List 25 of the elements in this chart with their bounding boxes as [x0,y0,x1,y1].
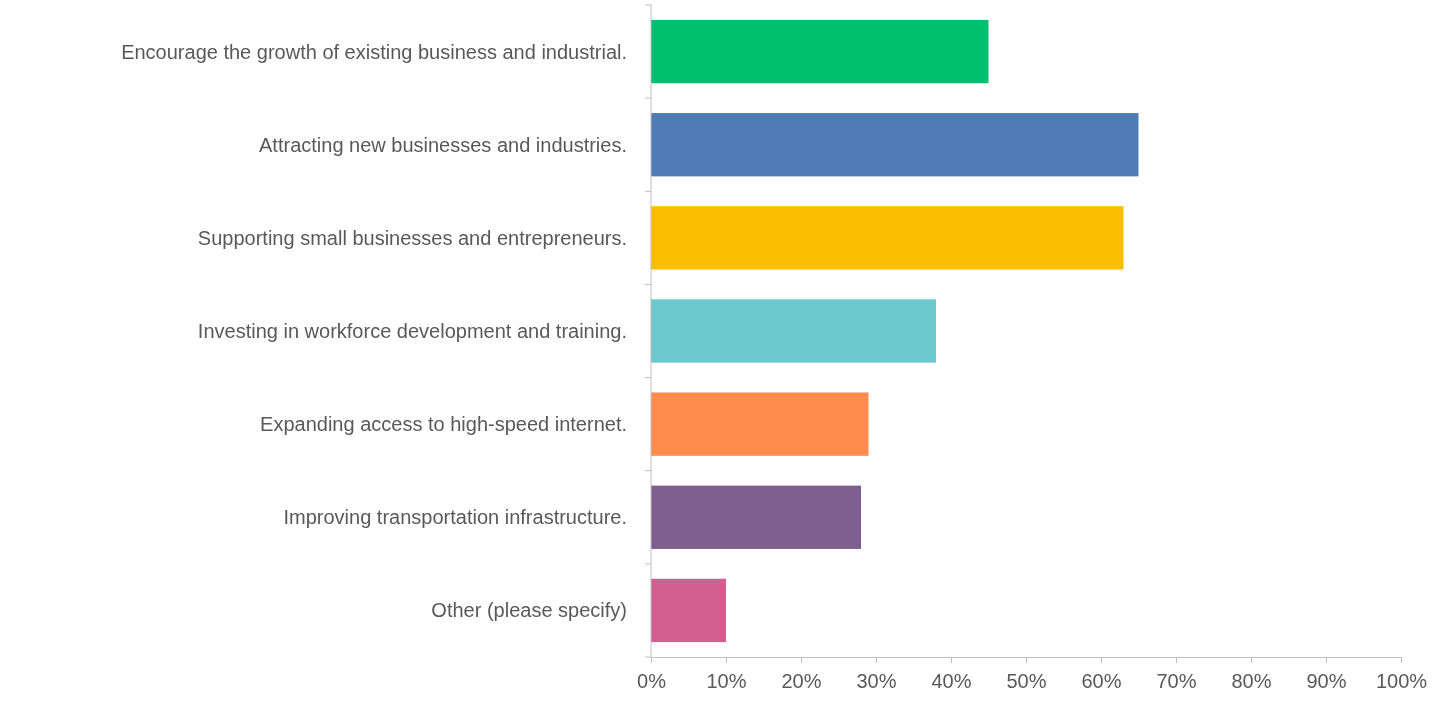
x-tick-label: 0% [637,670,667,692]
y-tick-label: Supporting small businesses and entrepreneurs. [197,226,627,249]
x-tick-label: 80% [1231,670,1272,692]
bar [651,485,861,549]
x-tick-label: 10% [706,670,747,692]
bar [651,299,936,363]
x-tick-label: 20% [781,670,822,692]
x-tick-label: 70% [1156,670,1197,692]
y-tick-label: Expanding access to high-speed internet. [260,413,627,436]
x-tick-label: 100% [1375,670,1428,692]
y-tick-label: Attracting new businesses and industries. [259,133,627,156]
x-tick-label: 50% [1006,670,1047,692]
y-tick-label: Investing in workforce development and training. [197,320,627,342]
x-tick-label: 90% [1306,670,1347,692]
bar [651,578,726,643]
x-tick-label: 40% [931,670,972,692]
bar [651,113,1139,177]
bar [651,392,869,456]
bar [651,19,989,84]
y-tick-label: Other (please specify) [431,599,627,622]
x-tick-label: 30% [856,670,897,692]
bar [651,206,1124,270]
y-tick-label: Encourage the growth of existing business and industrial. [121,40,627,63]
x-tick-label: 60% [1081,670,1122,692]
y-tick-label: Improving transportation infrastructure. [283,506,627,529]
